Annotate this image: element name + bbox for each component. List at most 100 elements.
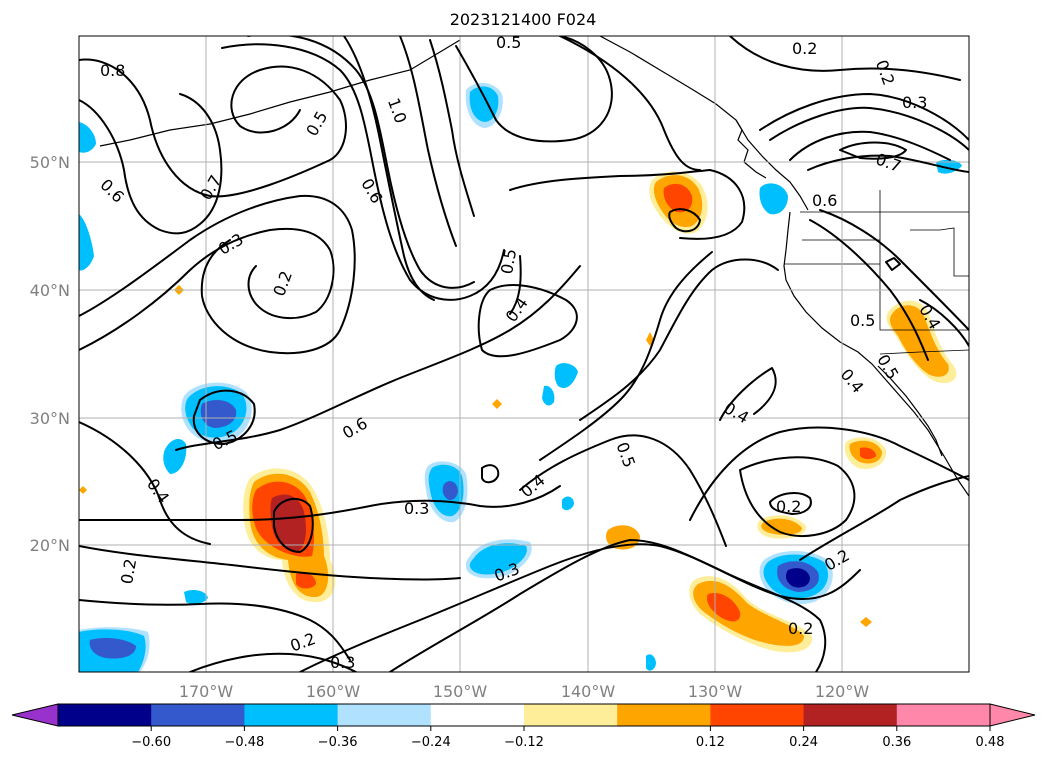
colorbar-segment <box>803 704 898 726</box>
colorbar-tick-label: −0.36 <box>318 735 358 750</box>
contour-line <box>885 257 901 271</box>
border-state-3 <box>910 227 969 277</box>
shade-negative-sw-36 <box>89 638 136 659</box>
contour-label: 0.3 <box>404 499 429 518</box>
colorbar-segment <box>524 704 618 726</box>
latitude-labels: 50°N 40°N 30°N 20°N <box>30 153 70 555</box>
longitude-labels: 170°W 160°W 150°W 140°W 130°W 120°W <box>179 682 870 701</box>
contour-line <box>759 93 969 141</box>
contour-line <box>189 652 357 672</box>
lon-label-120w: 120°W <box>815 682 870 701</box>
colorbar-segment <box>430 704 525 726</box>
contour-line <box>79 421 211 545</box>
contour-line <box>509 169 746 240</box>
contour-label: 0.5 <box>496 33 521 52</box>
shade-dot-5 <box>79 486 87 494</box>
lon-label-170w: 170°W <box>179 682 234 701</box>
contour-line <box>79 485 561 522</box>
contour-line <box>79 58 347 198</box>
shade-negative-small-2 <box>542 385 555 406</box>
contour-line <box>429 39 475 217</box>
contour-label: 0.5 <box>850 311 875 330</box>
shade-negative-east-48 <box>785 568 810 588</box>
colorbar-tick-label: −0.48 <box>224 735 264 750</box>
contour-line <box>481 464 500 484</box>
contour-line <box>689 426 969 521</box>
shade-negative-nw-edge <box>79 122 96 153</box>
contour-line <box>919 299 969 347</box>
contour-line <box>807 154 969 173</box>
shade-positive-east-36 <box>860 447 876 459</box>
coast-canada-inlets <box>735 119 767 179</box>
colorbar-tick-label: −0.60 <box>131 735 171 750</box>
colorbar-segment <box>58 704 152 726</box>
shade-negative-west-edge <box>79 214 94 271</box>
contour-label: 0.5 <box>497 247 520 275</box>
colorbar-extension-low <box>11 703 59 727</box>
colorbar-tick-label: 0.12 <box>696 735 725 750</box>
shade-negative-small-1 <box>554 363 578 389</box>
borders <box>784 190 969 355</box>
lat-label-50n: 50°N <box>30 153 70 172</box>
shade-negative-mid-pacific-36 <box>442 481 458 500</box>
coastlines <box>99 36 969 497</box>
shade-positive-large-48 <box>270 494 306 552</box>
lon-label-140w: 140°W <box>561 682 616 701</box>
contour-line <box>739 456 856 537</box>
contour-line <box>79 599 351 661</box>
contour-line <box>247 36 475 289</box>
contour-label: 0.3 <box>902 93 927 112</box>
colorbar-segment <box>151 704 245 726</box>
contour-line <box>809 219 929 361</box>
lat-label-40n: 40°N <box>30 281 70 300</box>
contour-line <box>221 43 505 301</box>
contour-line <box>579 258 779 421</box>
lon-label-130w: 130°W <box>688 682 743 701</box>
shade-negative-hawaii-24 <box>469 543 527 575</box>
colorbar-tick-label: 0.36 <box>882 735 911 750</box>
lon-label-160w: 160°W <box>306 682 361 701</box>
shade-positive-small-36 <box>296 572 316 589</box>
map-frame <box>78 35 970 673</box>
contour-line <box>299 543 861 672</box>
shade-positive-north-36 <box>663 183 693 213</box>
shade-negative-small-4 <box>646 654 656 671</box>
contour-line <box>455 36 613 143</box>
colorbar-extension-high <box>989 703 1036 727</box>
contour-line <box>519 434 727 547</box>
colorbar-segment <box>337 704 432 726</box>
contour-line <box>79 545 461 581</box>
contour-line <box>729 36 961 81</box>
contour-line <box>79 194 356 355</box>
contour-lines <box>79 36 969 672</box>
contour-line <box>399 36 457 247</box>
colorbar-segment <box>617 704 711 726</box>
coast-alaska-peninsula <box>99 39 461 147</box>
lon-label-150w: 150°W <box>433 682 488 701</box>
shade-dot-4 <box>860 617 872 627</box>
contour-line <box>477 284 578 358</box>
colorbar: −0.60 −0.48 −0.36 −0.24 −0.12 0.12 0.24 0.36 0.4… <box>11 703 1036 750</box>
border-state-1 <box>784 263 969 331</box>
contour-line <box>719 367 777 421</box>
coast-baja <box>877 365 943 457</box>
contour-line <box>389 539 827 672</box>
shade-negative-coast <box>759 183 788 215</box>
contour-line <box>819 209 969 331</box>
lat-label-30n: 30°N <box>30 409 70 428</box>
shade-negative-small-3 <box>184 590 208 605</box>
contour-line <box>192 389 256 445</box>
contour-line <box>668 208 701 233</box>
coast-us-west <box>783 211 969 497</box>
contour-line <box>509 255 522 315</box>
border-us-mexico <box>879 349 969 355</box>
map-content: 0.8 0.5 1.0 0.5 0.2 0.2 0.3 0.6 0.7 0.6 … <box>79 33 969 672</box>
contour-label: 0.2 <box>117 557 140 585</box>
shade-negative-small-5 <box>562 496 574 511</box>
contour-label: 0.3 <box>330 653 355 672</box>
contour-line <box>559 36 701 171</box>
contour-line <box>79 227 335 351</box>
contour-label: 0.2 <box>788 619 813 638</box>
contour-line <box>343 36 435 301</box>
colorbar-tick-label: 0.48 <box>976 735 1005 750</box>
